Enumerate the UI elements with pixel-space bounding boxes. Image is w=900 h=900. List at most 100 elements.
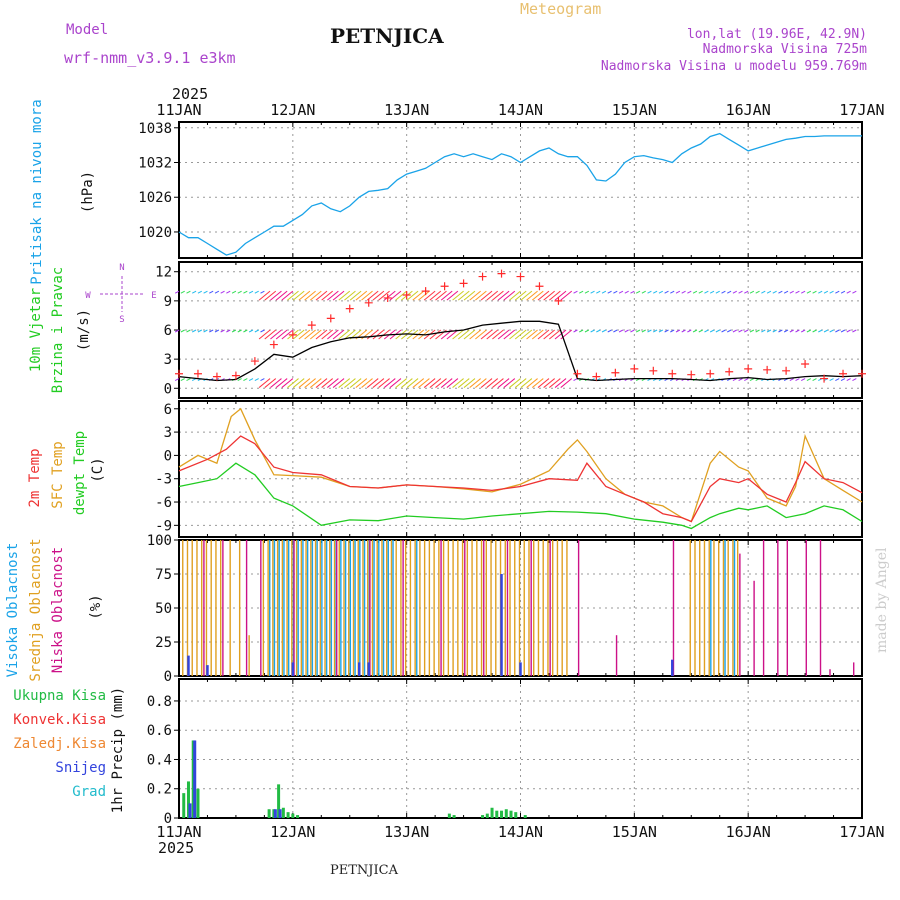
top-day-label: 11JAN (156, 101, 201, 119)
dewpoint-line (178, 462, 863, 530)
compass-e: E (151, 291, 156, 301)
wind-barb (361, 290, 373, 301)
wind-barb (549, 290, 561, 301)
wind-barb (435, 290, 447, 301)
wind-barb (412, 290, 425, 301)
wind-barb (549, 329, 561, 340)
wind-barb (520, 329, 533, 340)
bottom-day-label: 13JAN (384, 823, 429, 841)
wind-gust-marker (231, 371, 240, 380)
y-tick-label: 0 (164, 811, 172, 827)
wind-barb (801, 378, 806, 382)
y-tick-label: 75 (155, 567, 172, 583)
wind-barb (687, 329, 692, 333)
wind-barb (601, 290, 607, 294)
wind-barb (180, 329, 185, 333)
station-title: PETNJICA (330, 24, 444, 48)
model-value: wrf-nmm_v3.9.1 e3km (64, 49, 236, 67)
wind-barb (463, 378, 476, 388)
top-day-label: 15JAN (612, 101, 657, 119)
wind-barb (191, 329, 197, 333)
y-tick-label: 1032 (138, 156, 172, 172)
wind-barb (457, 329, 470, 340)
wind-barb (281, 290, 294, 301)
wind-barb (732, 378, 738, 382)
wind-barb (248, 378, 254, 382)
top-day-label: 12JAN (270, 101, 315, 119)
wind-barb (801, 290, 806, 294)
wind-barb (840, 378, 846, 382)
wind-barb (287, 378, 299, 388)
wind-barb (378, 290, 390, 301)
wind-barb (829, 290, 834, 294)
wind-barb (395, 378, 407, 388)
wind-barb (687, 290, 692, 294)
wind-gust-marker (212, 372, 221, 381)
wind-barb (344, 378, 356, 388)
top-day-label: 13JAN (384, 101, 429, 119)
wind-barb (260, 378, 265, 382)
precip-total-bar (523, 815, 527, 818)
wind-barb (795, 329, 800, 333)
wind-barb (243, 329, 248, 333)
wind-barb (270, 329, 282, 340)
wind-barb (549, 378, 561, 388)
wind-axis-name-2: Brzina i Pravac (50, 267, 66, 393)
wind-barb (749, 290, 755, 294)
wind-barb (186, 329, 191, 333)
wind-barb (749, 329, 755, 333)
y-tick-label: 12 (155, 265, 172, 281)
precip-total-bar (447, 813, 451, 818)
wind-barb (231, 290, 237, 294)
wind-barb (846, 290, 851, 294)
compass-w: W (85, 291, 91, 301)
wind-barb (812, 290, 817, 294)
elevation-text: Nadmorska Visina 725m (703, 42, 868, 57)
wind-barb (601, 329, 607, 333)
wind-barb (475, 329, 487, 340)
precip-total-bar (495, 810, 499, 818)
wind-barb (304, 329, 316, 340)
wind-barb (630, 329, 635, 333)
wind-barb (203, 290, 208, 294)
wind-barb (658, 290, 664, 294)
wind-barb (338, 378, 351, 388)
wind-barb (298, 329, 311, 340)
meteogram-label: Meteogram (520, 0, 601, 18)
precip-total-bar (509, 810, 513, 818)
wind-barb (497, 290, 510, 301)
wind-barb (243, 290, 248, 294)
wind-barb (197, 329, 202, 333)
wind-barb (275, 378, 288, 388)
wind-gust-marker (820, 374, 829, 383)
wind-gust-marker (478, 272, 487, 281)
wind-barb (452, 378, 464, 388)
wind-barb (664, 329, 669, 333)
wind-barb (186, 290, 191, 294)
precip-total-bar (286, 812, 290, 818)
wind-barb (823, 329, 829, 333)
wind-barb (180, 378, 185, 382)
wind-barb (214, 329, 220, 333)
bottom-day-label: 11JAN (156, 823, 201, 841)
y-tick-label: 9 (164, 294, 172, 310)
wind-barb (766, 329, 772, 333)
wind-barb (531, 290, 544, 301)
y-tick-label: 6 (164, 402, 172, 418)
wind-barb (281, 329, 294, 340)
y-tick-label: 1038 (138, 121, 172, 137)
wind-barb (389, 290, 402, 301)
y-tick-label: 3 (164, 352, 172, 368)
wind-barb (366, 329, 379, 340)
wind-barb (315, 378, 328, 388)
wind-barb (418, 378, 430, 388)
precip-legend-item: Ukupna Kisa (13, 688, 106, 704)
wind-barb (361, 378, 373, 388)
wind-barb (237, 329, 242, 333)
wind-barb (698, 329, 703, 333)
wind-barb (692, 329, 698, 333)
wind-barb (281, 378, 294, 388)
wind-barb (635, 290, 641, 294)
bottom-day-label: 15JAN (612, 823, 657, 841)
wind-gust-marker (592, 372, 601, 381)
